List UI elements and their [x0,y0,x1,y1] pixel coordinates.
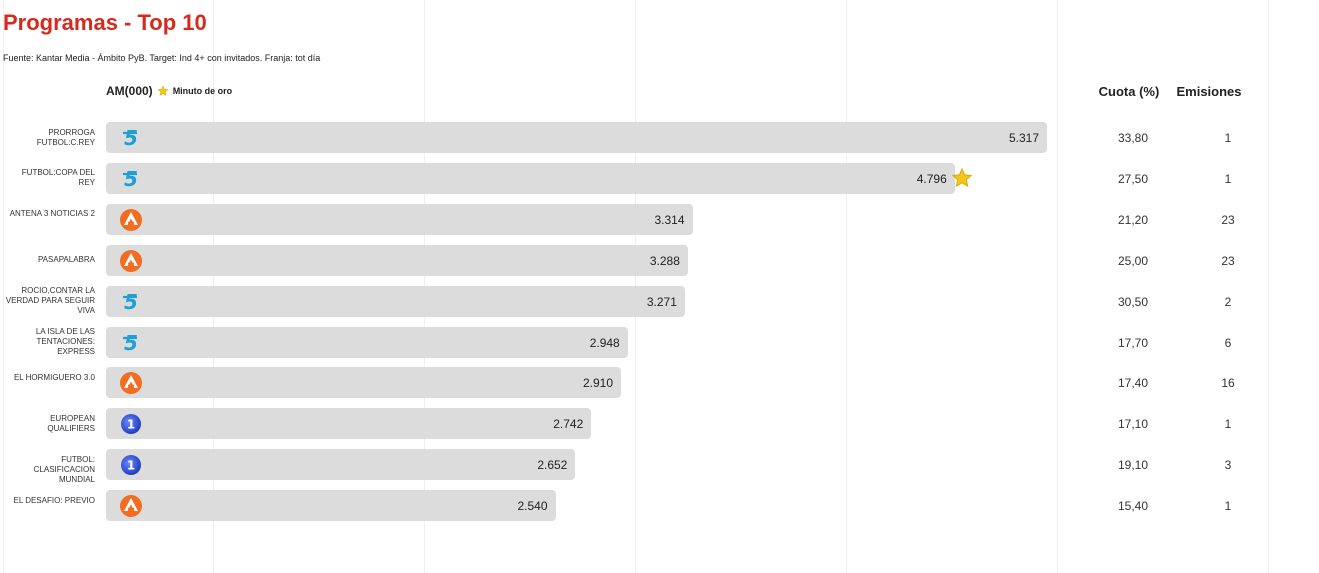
program-label: ROCIO,CONTAR LA VERDAD PARA SEGUIR VIVA [5,286,95,316]
emisiones-cell: 3 [1224,458,1232,473]
bar[interactable] [106,367,621,399]
emisiones-cell: 2 [1224,294,1232,309]
emisiones-cell: 1 [1224,499,1232,514]
bar[interactable] [106,326,628,358]
telecinco-logo-icon: 5 [119,331,143,355]
emisiones-cell: 6 [1224,335,1232,350]
la1-logo-icon: 1 [119,412,143,436]
antena3-logo-icon [119,249,143,273]
gridline [1057,0,1058,573]
antena3-logo-icon [119,208,143,232]
telecinco-logo-icon: 5 [119,126,143,150]
svg-text:1: 1 [127,459,135,473]
program-label: ANTENA 3 NOTICIAS 2 [9,209,95,219]
emisiones-cell: 23 [1221,253,1235,268]
emisiones-header: Emisiones [1176,84,1242,99]
bar[interactable] [106,203,693,235]
bar-value-label: 2.652 [537,458,568,473]
bar[interactable] [106,490,556,522]
bar-value-label: 5.317 [1008,131,1039,145]
bar-value-label: 2.540 [517,499,548,514]
source-note: Fuente: Kantar Media - Ámbito PyB. Targe… [3,53,321,63]
program-label: FUTBOL: CLASIFICACION MUNDIAL [33,454,95,484]
cuota-cell: 19,10 [1117,458,1149,473]
cuota-header: Cuota (%) [1098,84,1160,99]
svg-text:5: 5 [124,331,138,355]
svg-text:1: 1 [127,418,135,432]
antena3-logo-icon [119,371,143,395]
cuota-cell: 25,00 [1117,253,1149,268]
bar[interactable] [106,285,685,317]
bar-value-label: 2.742 [553,417,584,432]
bar[interactable] [106,408,592,440]
program-label: LA ISLA DE LAS TENTACIONES: EXPRESS [35,327,95,356]
bar-value-label: 3.314 [654,212,685,227]
gridline [846,0,847,573]
gold-minute-label: Minuto de oro [172,86,233,96]
program-label: EUROPEAN QUALIFIERS [47,413,95,433]
gridline [3,0,4,573]
bar-value-label: 4.796 [916,171,947,186]
svg-text:5: 5 [124,126,138,150]
bar-value-label: 3.288 [649,253,680,268]
bar[interactable] [106,244,688,276]
am-header: AM(000) Minuto de oro [106,84,232,98]
program-label: PRORROGA FUTBOL:C.REY [36,127,95,147]
emisiones-cell: 1 [1224,131,1232,145]
cuota-cell: 27,50 [1117,171,1149,186]
svg-text:5: 5 [124,167,138,191]
cuota-cell: 21,20 [1117,212,1149,227]
la1-logo-icon: 1 [119,453,143,477]
svg-text:5: 5 [124,290,138,314]
gold-star-icon [951,167,973,189]
cuota-cell: 15,40 [1117,499,1149,514]
program-label: FUTBOL:COPA DEL REY [21,168,95,188]
telecinco-logo-icon: 5 [119,167,143,191]
emisiones-cell: 1 [1224,417,1232,432]
page-title: Programas - Top 10 [3,10,207,35]
program-label: EL DESAFIO: PREVIO [13,495,95,505]
program-label: PASAPALABRA [37,255,95,265]
star-icon [157,85,169,96]
antena3-logo-icon [119,494,143,518]
bar-value-label: 2.910 [582,376,613,391]
cuota-cell: 17,40 [1117,376,1149,391]
bar[interactable] [106,449,576,481]
cuota-cell: 30,50 [1117,294,1149,309]
emisiones-cell: 23 [1221,212,1235,227]
telecinco-logo-icon: 5 [119,290,143,314]
cuota-cell: 33,80 [1117,131,1149,145]
am-header-label: AM(000) [106,84,153,98]
cuota-cell: 17,70 [1117,335,1149,350]
bar[interactable] [106,122,1047,153]
emisiones-cell: 1 [1224,171,1232,186]
cuota-cell: 17,10 [1117,417,1149,432]
bar-value-label: 2.948 [589,335,620,350]
gridline [1268,0,1269,573]
emisiones-cell: 16 [1221,376,1235,391]
bar[interactable] [106,162,955,194]
program-label: EL HORMIGUERO 3.0 [13,372,95,382]
bar-value-label: 3.271 [646,294,677,309]
